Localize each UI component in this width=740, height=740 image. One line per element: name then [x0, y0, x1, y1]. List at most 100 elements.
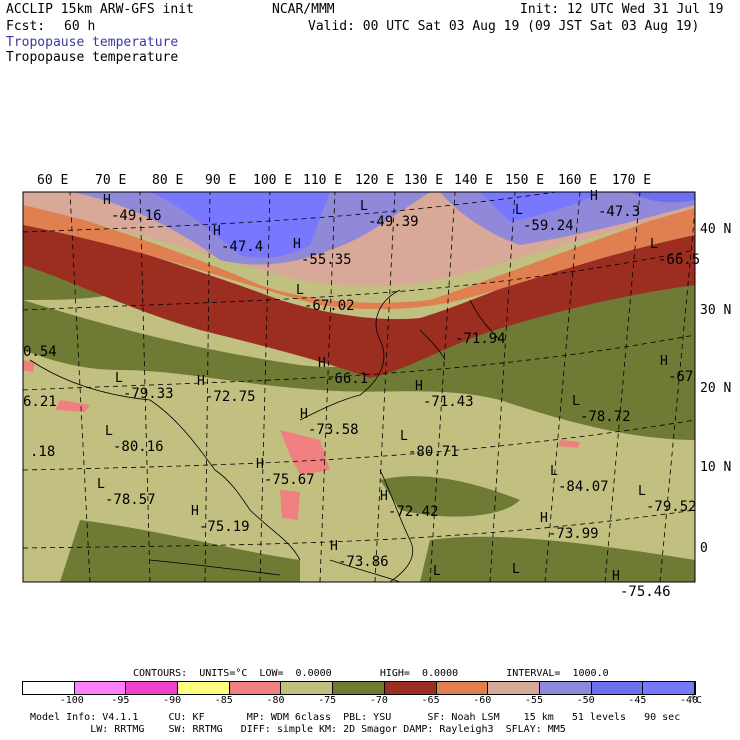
lon-label: 90 E — [205, 173, 237, 188]
extrema-value: -66.5 — [658, 252, 701, 268]
extrema-value: 0.54 — [23, 344, 57, 360]
lon-label: 160 E — [558, 173, 598, 188]
legend-tick-label: -100 — [59, 695, 84, 706]
high-marker: H — [380, 489, 388, 504]
legend-tick-label: -75 — [318, 695, 337, 706]
extrema-value: -47.3 — [598, 204, 641, 220]
legend-swatch — [488, 682, 540, 694]
low-marker: L — [97, 477, 105, 492]
extrema-value: -49.16 — [111, 208, 162, 224]
legend-tick-label: -80 — [266, 695, 285, 706]
org-label: NCAR/MMM — [272, 2, 335, 17]
extrema-value: -78.57 — [105, 492, 156, 508]
legend-tick-label: -60 — [473, 695, 492, 706]
lon-label: 70 E — [95, 173, 127, 188]
extrema-value: -84.07 — [558, 479, 609, 495]
low-marker: L — [650, 237, 658, 252]
init-time: Init: 12 UTC Wed 31 Jul 19 — [520, 2, 724, 17]
legend-tick-label: -55 — [524, 695, 543, 706]
forecast-hours: 60 h — [64, 19, 96, 34]
legend-swatch — [333, 682, 385, 694]
lon-label: 140 E — [454, 173, 494, 188]
extrema-value: 6.21 — [23, 394, 57, 410]
legend-tick-label: -40 — [680, 695, 699, 706]
lon-label: 110 E — [303, 173, 343, 188]
legend-swatch — [591, 682, 644, 694]
high-marker: H — [540, 511, 548, 526]
high-marker: H — [590, 189, 598, 204]
legend-swatch — [281, 682, 334, 694]
lat-label: 10 N — [700, 460, 732, 475]
high-marker: H — [213, 224, 221, 239]
high-marker: H — [300, 407, 308, 422]
legend-swatch — [23, 682, 75, 694]
high-marker: H — [318, 356, 326, 371]
low-marker: L — [515, 203, 523, 218]
low-marker: L — [400, 429, 408, 444]
graticule — [23, 192, 695, 582]
lon-label: 60 E — [37, 173, 69, 188]
legend-swatch — [74, 682, 127, 694]
legend-tick-label: -50 — [576, 695, 595, 706]
lon-label: 170 E — [612, 173, 652, 188]
extrema-value: -80.71 — [408, 444, 459, 460]
legend-swatch — [539, 682, 592, 694]
legend-swatch — [384, 682, 437, 694]
legend-tick-label: -95 — [111, 695, 130, 706]
legend-swatch — [126, 682, 179, 694]
extrema-value: -73.99 — [548, 526, 599, 542]
lat-label: 30 N — [700, 303, 732, 318]
low-marker: L — [433, 564, 441, 579]
high-marker: H — [293, 237, 301, 252]
extrema-value: -75.67 — [264, 472, 315, 488]
model-info-line2: LW: RRTMG SW: RRTMG DIFF: simple KM: 2D … — [30, 724, 566, 735]
extrema-value: -71.94 — [455, 331, 506, 347]
legend-unit: °C — [690, 695, 703, 706]
contour-info: CONTOURS: UNITS=°C LOW= 0.0000 HIGH= 0.0… — [133, 668, 609, 679]
lon-label: 120 E — [355, 173, 395, 188]
legend-swatch — [643, 682, 695, 694]
extrema-value: -75.46 — [620, 584, 671, 600]
low-marker: L — [572, 394, 580, 409]
map-frame — [22, 191, 696, 583]
low-marker: L — [512, 562, 520, 577]
legend-tick-label: -45 — [628, 695, 647, 706]
legend-swatch — [229, 682, 282, 694]
high-marker: H — [330, 539, 338, 554]
legend-tick-label: -90 — [163, 695, 182, 706]
low-marker: L — [296, 283, 304, 298]
extrema-value: -79.33 — [123, 386, 174, 402]
legend-tick-label: -70 — [369, 695, 388, 706]
extrema-value: -72.75 — [205, 389, 256, 405]
lon-label: 100 E — [253, 173, 293, 188]
high-marker: H — [415, 379, 423, 394]
valid-time: Valid: 00 UTC Sat 03 Aug 19 (09 JST Sat … — [308, 19, 700, 34]
extrema-value: -67 — [668, 369, 694, 385]
extrema-value: -49.39 — [368, 214, 419, 230]
lon-label: 150 E — [505, 173, 545, 188]
extrema-value: .18 — [30, 444, 56, 460]
extrema-value: -80.16 — [113, 439, 164, 455]
legend-swatch — [436, 682, 489, 694]
low-marker: L — [638, 484, 646, 499]
temperature-fill — [23, 192, 695, 582]
lon-label: 80 E — [152, 173, 184, 188]
lat-label: 40 N — [700, 222, 732, 237]
lat-label: 20 N — [700, 381, 732, 396]
high-marker: H — [103, 193, 111, 208]
low-marker: L — [360, 199, 368, 214]
model-title: ACCLIP 15km ARW-GFS init — [6, 2, 194, 17]
high-marker: H — [612, 569, 620, 584]
field-title-secondary: Tropopause temperature — [6, 50, 179, 65]
extrema-value: -59.24 — [523, 218, 574, 234]
coastlines — [29, 289, 501, 582]
extrema-value: -66.1 — [326, 371, 369, 387]
extrema-value: -55.35 — [301, 252, 352, 268]
extrema-value: -75.19 — [199, 519, 250, 535]
extrema-value: -73.86 — [338, 554, 389, 570]
field-title-primary: Tropopause temperature — [6, 35, 179, 50]
color-legend — [22, 681, 696, 695]
forecast-label: Fcst: — [6, 19, 46, 34]
high-marker: H — [197, 374, 205, 389]
